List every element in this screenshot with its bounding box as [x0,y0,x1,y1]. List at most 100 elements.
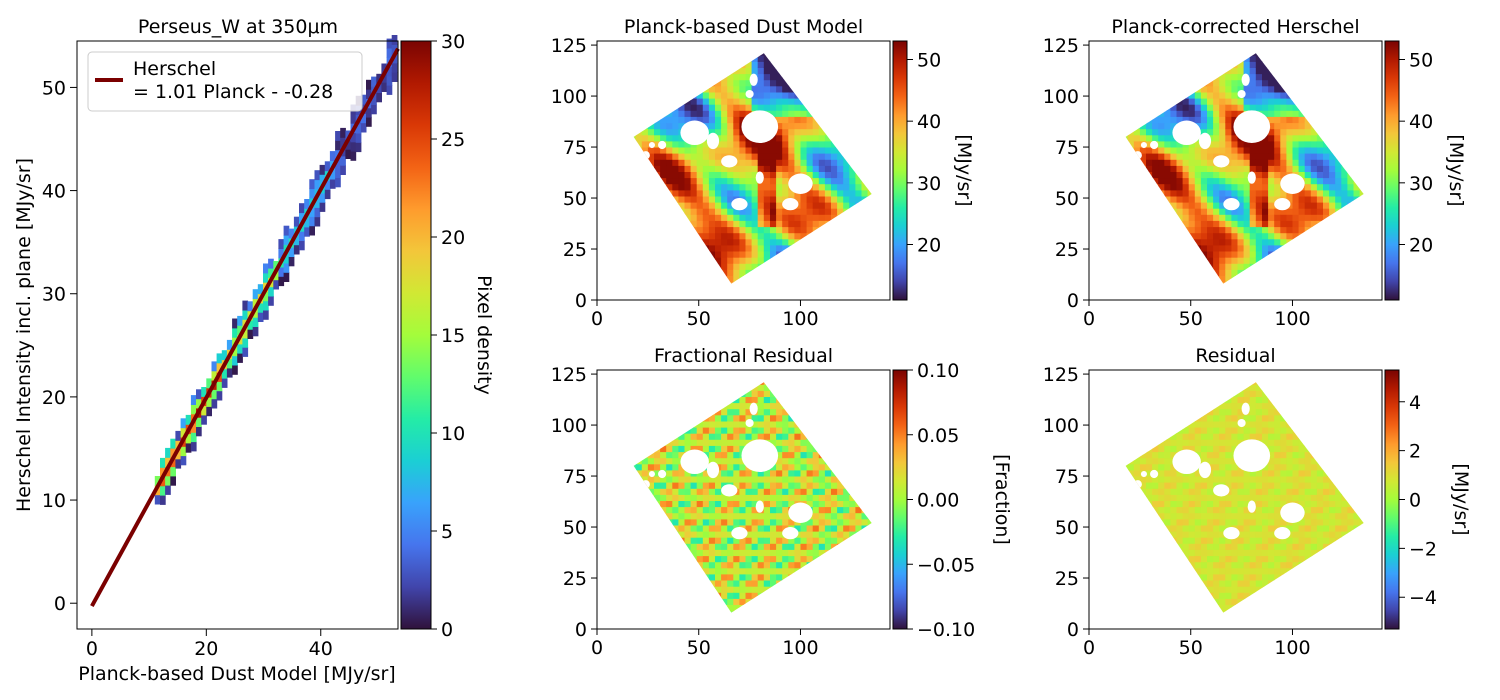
map-pixel [633,116,637,124]
map-pixel [800,555,808,563]
map-pixel [751,159,759,166]
map-pixel [1125,220,1129,228]
map-pixel [635,244,643,252]
map-pixel [1310,232,1318,240]
map-pixel [1249,79,1257,87]
map-pixel [849,531,856,538]
map-pixel [739,573,746,581]
map-pixel [733,153,740,160]
map-pixel [763,402,771,410]
map-pixel [843,128,850,136]
map-pixel [635,561,643,569]
map-pixel [1200,177,1208,185]
map-pixel [678,153,685,160]
map-pixel [1225,140,1232,148]
map-pixel [696,537,704,544]
map-pixel [806,421,814,428]
map-pixel [800,494,808,501]
map-pixel [690,226,698,234]
histogram-cell [237,325,243,336]
map-pixel [1194,73,1202,81]
map-pixel [672,543,679,550]
map-pixel [1304,208,1312,215]
map-pixel [1231,263,1238,270]
map-pixel [708,402,716,410]
map-pixel [684,573,692,581]
map-pixel [708,116,716,124]
map-pixel [739,506,746,514]
map-pixel [641,494,649,501]
map-pixel [800,543,808,550]
map-pixel [635,549,643,557]
map-pixel [1280,171,1287,179]
map-pixel [1329,269,1336,276]
map-pixel [647,445,655,453]
map-pixel [843,196,850,203]
map-pixel [733,500,740,508]
map-pixel [1231,220,1238,228]
map-pixel [1139,128,1147,136]
map-pixel [818,140,826,148]
map-pixel [824,382,832,385]
map-pixel [1298,275,1306,283]
map-pixel [733,110,740,117]
masked-region [749,73,758,86]
map-pixel [782,561,789,569]
map-pixel [1310,147,1318,154]
map-pixel [684,518,692,526]
map-pixel [1164,53,1171,56]
map-pixel [708,482,716,489]
map-pixel [1249,214,1257,221]
map-pixel [1298,134,1306,142]
map-pixel [727,177,734,185]
map-pixel [1225,134,1232,142]
map-pixel [812,384,820,391]
map-pixel [1298,189,1306,197]
map-pixel [715,238,722,246]
map-pixel [757,414,765,422]
map-pixel [1152,220,1159,228]
map-pixel [641,402,649,410]
map-pixel [1152,232,1159,240]
map-pixel [727,604,734,612]
map-pixel [633,61,637,68]
map-pixel [715,232,722,240]
map-pixel [1262,208,1269,215]
map-pixel [715,110,722,117]
map-pixel [696,202,704,209]
map-pixel [708,220,716,228]
map-pixel [757,275,765,283]
map-pixel [715,226,722,234]
map-pixel [647,79,655,87]
map-pixel [757,238,765,246]
map-pixel [1280,159,1287,166]
map-pixel [745,402,753,410]
histogram-cell [221,368,228,379]
histogram-cell [391,72,398,82]
masked-region [648,141,655,149]
map-pixel [647,92,655,99]
map-pixel [794,463,801,471]
map-pixel [824,390,832,397]
map-pixel [1274,61,1281,68]
map-pixel [861,214,869,221]
histogram-cell [180,427,187,438]
map-pixel [684,598,692,605]
map-pixel [1329,183,1336,191]
map-pixel [633,451,637,459]
map-pixel [1268,92,1275,99]
map-pixel [818,433,826,440]
map-pixel [751,567,759,575]
map-pixel [1182,159,1190,166]
map-pixel [1176,226,1184,234]
map-pixel [721,189,728,197]
map-pixel [1182,92,1190,99]
map-pixel [727,281,734,284]
histogram-cell [293,244,300,255]
map-pixel [1316,244,1324,252]
map-pixel [782,463,789,471]
map-pixel [1213,177,1220,185]
map-pixel [684,53,692,56]
map-pixel [1255,208,1263,215]
map-pixel [1213,53,1220,56]
